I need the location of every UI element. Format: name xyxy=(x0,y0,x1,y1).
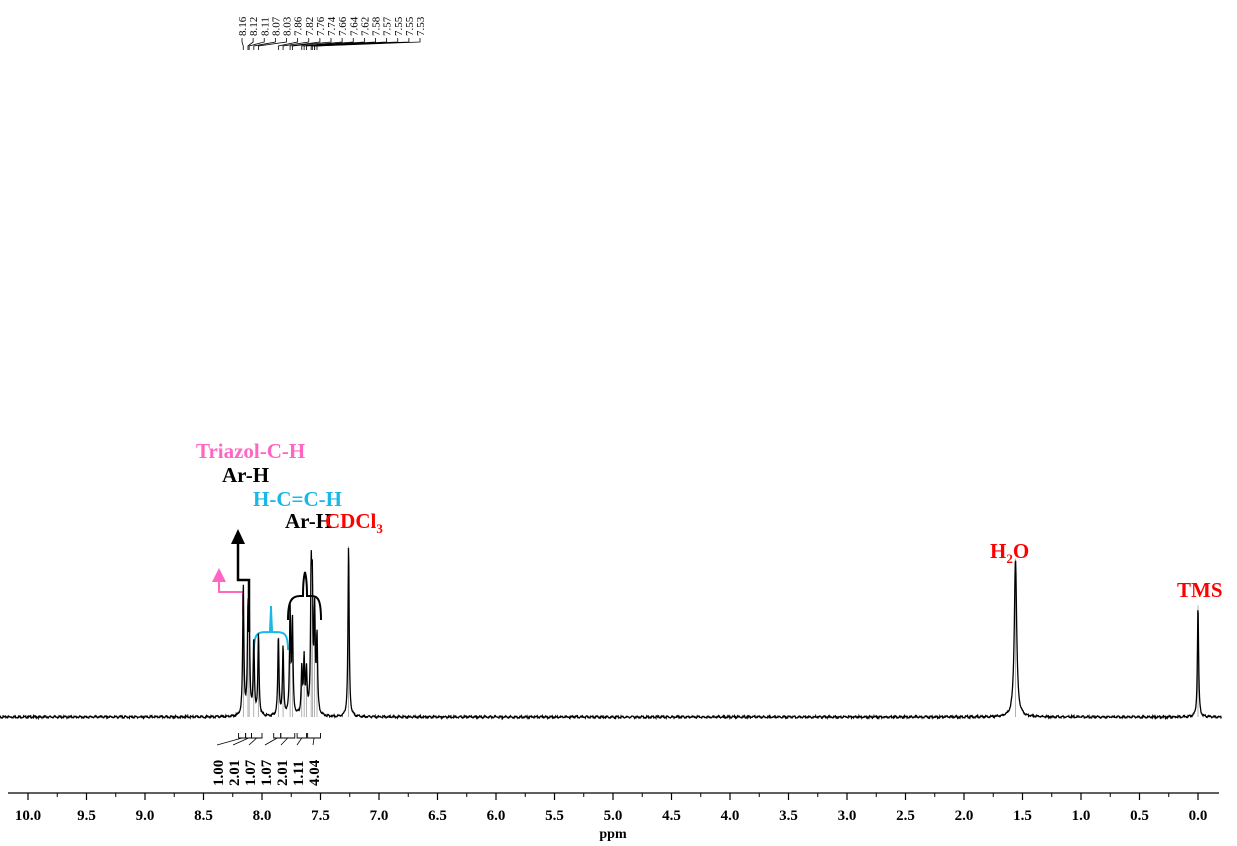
peak-list-label-3: 8.07 xyxy=(270,16,282,36)
peak-list-label-7: 7.76 xyxy=(315,16,327,36)
x-tick-label-14: 3.0 xyxy=(838,808,857,824)
integral-label-2: 1.07 xyxy=(243,759,259,786)
peak-list-leader-1 xyxy=(247,38,254,50)
pointer-vinyl-bracket xyxy=(253,605,289,651)
peak-list-leader-4 xyxy=(258,38,287,50)
integral-bar-0 xyxy=(238,733,247,739)
integral-label-0: 1.00 xyxy=(211,760,227,786)
x-tick-label-5: 7.5 xyxy=(311,808,330,824)
peak-list: 8.16 8.12 8.11 8.07 8.03 7.86 7.82 7.76 7.74 7.66… xyxy=(237,16,427,50)
integral-leader-5 xyxy=(296,737,303,746)
integral-label-1: 2.01 xyxy=(227,760,243,786)
x-tick-label-15: 2.5 xyxy=(896,808,915,824)
x-tick-label-0: 10.0 xyxy=(15,808,41,824)
peak-list-leader-7 xyxy=(289,38,321,50)
peak-list-label-12: 7.58 xyxy=(371,16,383,36)
peak-list-label-14: 7.55 xyxy=(393,16,405,36)
x-tick-label-4: 8.0 xyxy=(253,808,272,824)
integral-bar-5 xyxy=(296,733,307,739)
peak-list-label-10: 7.64 xyxy=(348,16,360,36)
water-subscript: 2 xyxy=(1006,551,1013,566)
integral-leader-0 xyxy=(216,737,243,746)
peak-list-label-16: 7.53 xyxy=(415,16,427,36)
x-tick-label-12: 4.0 xyxy=(721,808,740,824)
integral-bar-4 xyxy=(280,733,296,739)
x-tick-label-13: 3.5 xyxy=(779,808,798,824)
integral-bar-2 xyxy=(251,733,263,739)
pointer-triazol-arrowhead xyxy=(212,568,226,582)
peak-list-label-11: 7.62 xyxy=(359,17,371,36)
integral-leader-6 xyxy=(312,737,315,746)
x-tick-label-2: 9.0 xyxy=(136,808,155,824)
integral-bar-6 xyxy=(307,733,321,739)
peak-list-label-5: 7.86 xyxy=(293,16,305,36)
peak-list-label-8: 7.74 xyxy=(326,16,338,36)
x-tick-label-1: 9.5 xyxy=(77,808,96,824)
annotation-ar-h-1: Ar-H xyxy=(222,463,269,487)
integral-label-6: 4.04 xyxy=(307,759,323,786)
peak-list-leader-5 xyxy=(277,38,299,50)
integral-label-4: 2.01 xyxy=(275,760,291,786)
cdcl3-subscript: 3 xyxy=(376,521,383,536)
cdcl3-main: CDCl xyxy=(325,509,376,533)
assignment-pointers xyxy=(212,529,322,651)
spectrum xyxy=(0,546,1222,721)
annotations: Triazol-C-H Ar-H H-C=C-H Ar-H CDCl3 H2O … xyxy=(196,439,1223,602)
peak-list-label-2: 8.11 xyxy=(259,17,271,36)
peak-list-leader-0 xyxy=(241,38,244,50)
peak-list-label-9: 7.66 xyxy=(337,16,349,36)
x-tick-label-7: 6.5 xyxy=(428,808,447,824)
peak-list-leader-9 xyxy=(301,38,343,50)
integral-leader-2 xyxy=(248,737,258,746)
integral-leader-4 xyxy=(280,737,289,746)
peak-list-label-0: 8.16 xyxy=(237,16,249,36)
annotation-water: H2O xyxy=(990,539,1029,566)
x-tick-label-19: 0.5 xyxy=(1130,808,1149,824)
peak-list-label-15: 7.55 xyxy=(404,16,416,36)
x-tick-label-11: 4.5 xyxy=(662,808,681,824)
integral-label-3: 1.07 xyxy=(259,759,275,786)
peak-list-leader-16 xyxy=(316,38,421,50)
x-tick-label-18: 1.0 xyxy=(1072,808,1091,824)
integral-label-5: 1.11 xyxy=(291,761,307,786)
water-tail: O xyxy=(1013,539,1029,563)
spectrum-line xyxy=(0,548,1222,721)
annotation-solvent-cdcl3: CDCl3 xyxy=(325,509,383,536)
integral-bar-1 xyxy=(245,733,252,739)
pointer-triazol xyxy=(218,578,244,615)
pointer-ar-h-1-arrowhead xyxy=(231,529,245,544)
annotation-tms: TMS xyxy=(1177,578,1223,602)
peak-list-leader-6 xyxy=(282,38,310,50)
x-ticks: 10.0 9.5 9.0 8.5 8.0 7.5 7.0 6.5 6.0 5.5 5.0 4.5 4.0… xyxy=(15,793,1208,824)
annotation-triazol-ch: Triazol-C-H xyxy=(196,439,305,463)
x-tick-label-20: 0.0 xyxy=(1189,808,1208,824)
integral-bar-3 xyxy=(273,733,282,739)
integral-leader-1 xyxy=(232,737,249,746)
x-axis-label: ppm xyxy=(599,827,627,842)
annotation-ar-h-2: Ar-H xyxy=(285,509,332,533)
pointer-ar-h-2-bracket xyxy=(287,571,322,621)
x-tick-label-6: 7.0 xyxy=(370,808,389,824)
peak-list-label-1: 8.12 xyxy=(248,17,260,36)
peak-list-leader-11 xyxy=(306,38,365,50)
integrals: 1.00 2.01 1.07 1.07 2.01 1.11 4.04 xyxy=(211,733,323,786)
x-tick-label-10: 5.0 xyxy=(604,808,623,824)
water-main: H xyxy=(990,539,1006,563)
x-tick-label-3: 8.5 xyxy=(194,808,213,824)
x-tick-label-17: 1.5 xyxy=(1013,808,1032,824)
x-tick-label-8: 6.0 xyxy=(487,808,506,824)
peak-list-label-4: 8.03 xyxy=(282,16,294,36)
peak-list-label-6: 7.82 xyxy=(304,17,316,36)
peak-list-label-13: 7.57 xyxy=(382,16,394,36)
integral-leader-3 xyxy=(264,737,278,746)
x-tick-label-9: 5.5 xyxy=(545,808,564,824)
annotation-vinyl-h: H-C=C-H xyxy=(253,487,342,511)
x-tick-label-16: 2.0 xyxy=(955,808,974,824)
peak-list-leader-8 xyxy=(292,38,332,50)
peak-list-leader-10 xyxy=(303,38,354,50)
peak-list-leader-3 xyxy=(253,38,276,50)
peak-list-leader-2 xyxy=(248,38,265,50)
